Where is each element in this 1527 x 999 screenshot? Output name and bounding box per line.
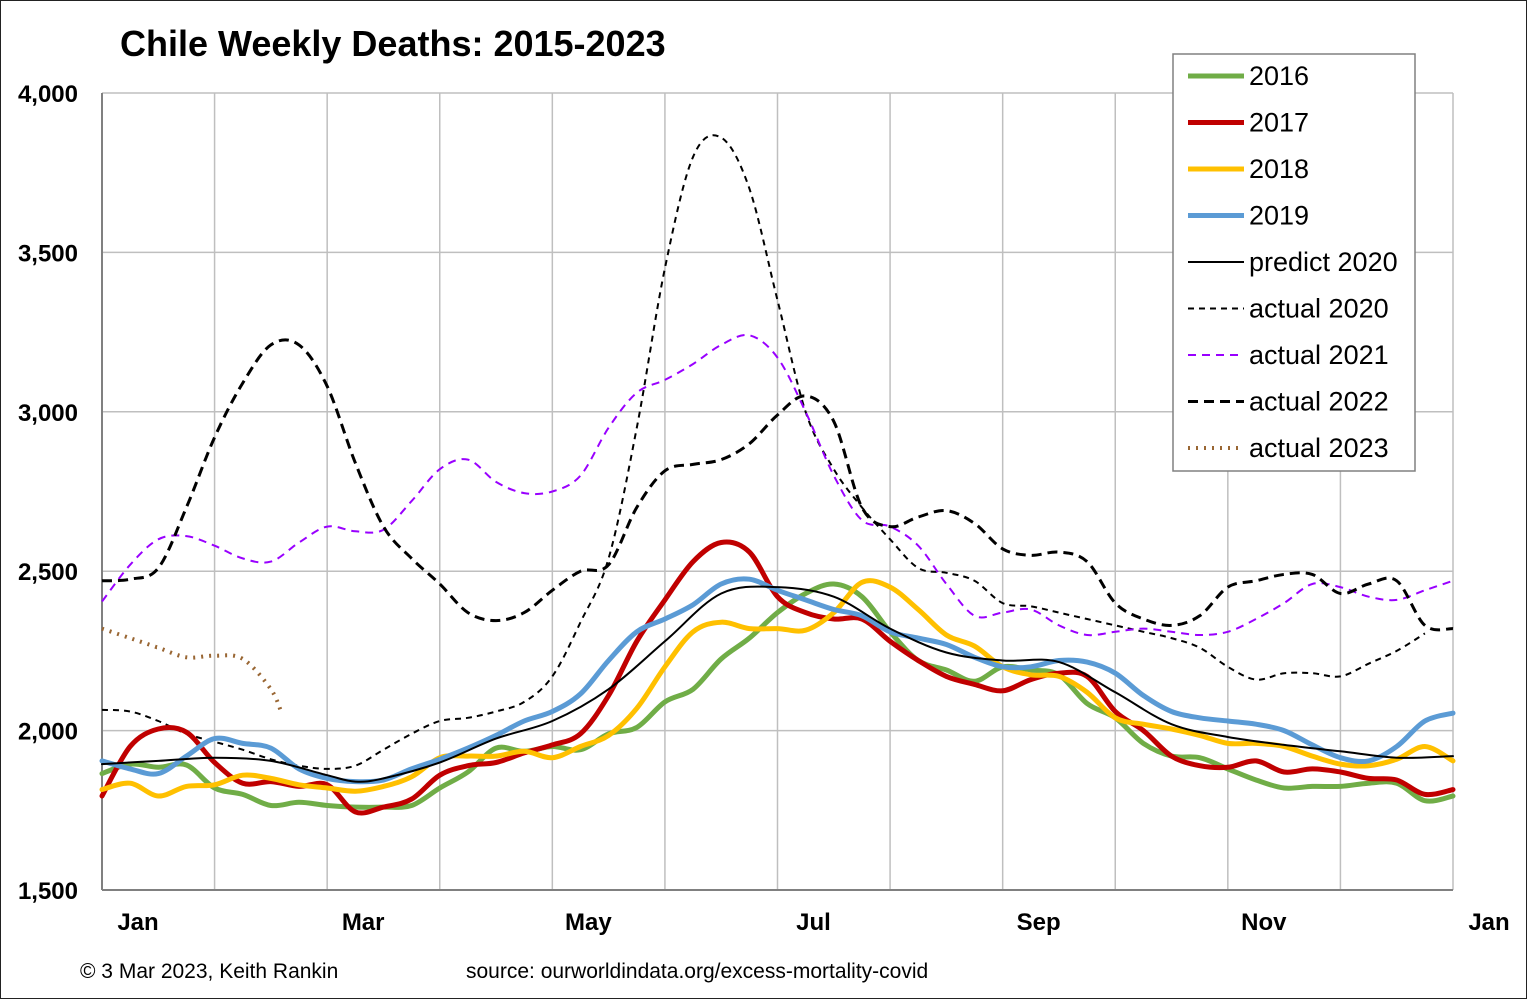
legend-label-2017: 2017 xyxy=(1249,108,1309,138)
series-line-actual-2020 xyxy=(101,134,1426,770)
x-axis-ticks: Jan Mar May Jul Sep Nov Jan xyxy=(117,909,1509,936)
legend-label-actual-2020: actual 2020 xyxy=(1249,294,1389,324)
legend-label-2019: 2019 xyxy=(1249,201,1309,231)
series-line-2019 xyxy=(99,576,1456,785)
legend-label-actual-2021: actual 2021 xyxy=(1249,340,1389,370)
series-lines xyxy=(99,134,1456,816)
legend: 2016 2017 2018 2019 predict 2020 actual 2020 a… xyxy=(1172,53,1416,472)
series-line-predict-2020 xyxy=(101,585,1454,783)
x-tick-label-4: Sep xyxy=(1017,909,1061,936)
y-axis-ticks: 1,500 2,000 2,500 3,000 3,500 4,000 xyxy=(18,81,78,905)
y-tick-label-5: 4,000 xyxy=(18,81,78,108)
legend-label-actual-2022: actual 2022 xyxy=(1249,387,1389,417)
copyright-note: © 3 Mar 2023, Keith Rankin xyxy=(80,960,338,983)
series-line-actual-2022 xyxy=(101,338,1454,632)
series-line-2017 xyxy=(99,539,1456,816)
y-tick-label-1: 2,000 xyxy=(18,719,78,746)
series-line-2018 xyxy=(99,578,1456,799)
series-line-actual-2023 xyxy=(101,626,284,716)
source-note: source: ourworldindata.org/excess-mortal… xyxy=(466,960,928,983)
legend-label-predict-2020: predict 2020 xyxy=(1249,247,1398,277)
x-tick-label-1: Mar xyxy=(342,909,385,936)
series-line-actual-2021 xyxy=(101,333,1454,637)
y-tick-label-0: 1,500 xyxy=(18,878,78,905)
y-tick-label-4: 3,500 xyxy=(18,240,78,267)
x-tick-label-0: Jan xyxy=(117,909,158,936)
legend-label-2016: 2016 xyxy=(1249,61,1309,91)
x-tick-label-5: Nov xyxy=(1241,909,1287,936)
y-tick-label-2: 2,500 xyxy=(18,559,78,586)
x-tick-label-2: May xyxy=(565,909,612,936)
legend-label-actual-2023: actual 2023 xyxy=(1249,433,1389,463)
x-tick-label-3: Jul xyxy=(796,909,831,936)
y-tick-label-3: 3,000 xyxy=(18,400,78,427)
legend-label-2018: 2018 xyxy=(1249,154,1309,184)
x-tick-label-6: Jan xyxy=(1468,909,1509,936)
chart-title: Chile Weekly Deaths: 2015-2023 xyxy=(120,23,666,64)
